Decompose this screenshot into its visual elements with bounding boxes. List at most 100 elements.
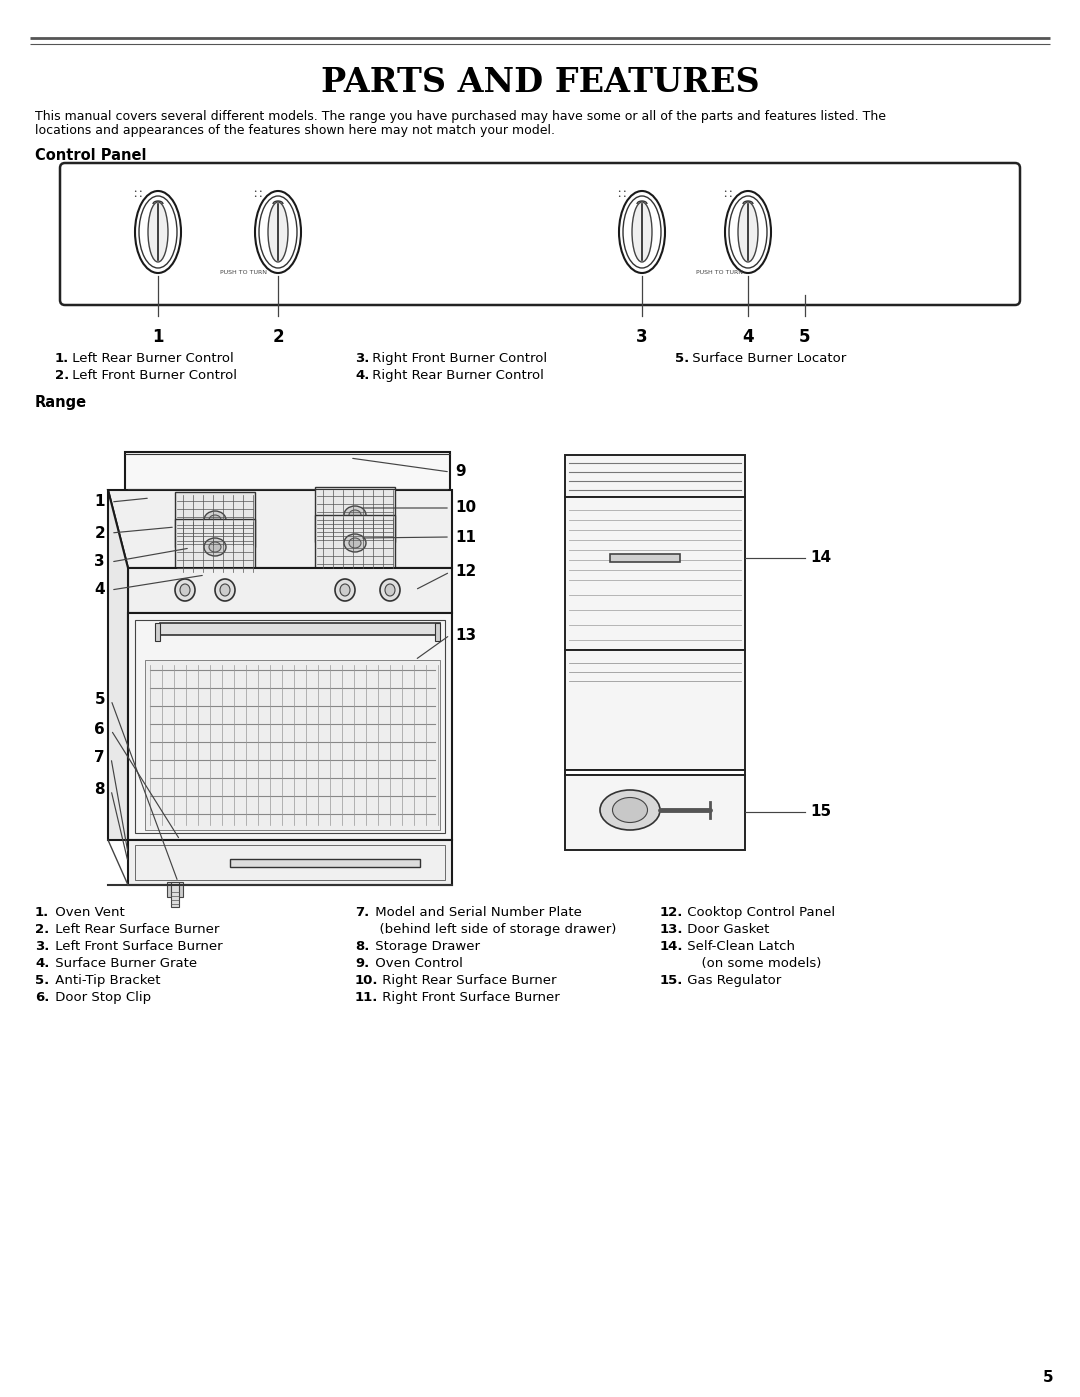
Text: (on some models): (on some models): [676, 957, 822, 970]
Ellipse shape: [148, 203, 168, 263]
Text: 4.: 4.: [355, 369, 369, 381]
Bar: [156, 623, 160, 641]
Text: 6: 6: [94, 722, 105, 738]
Bar: [175, 520, 255, 574]
Text: 8.: 8.: [355, 940, 369, 953]
Text: 5: 5: [1042, 1370, 1053, 1386]
Ellipse shape: [623, 196, 661, 268]
Bar: [230, 859, 420, 868]
Text: Surface Burner Grate: Surface Burner Grate: [51, 957, 198, 970]
Ellipse shape: [204, 538, 226, 556]
Bar: [565, 650, 745, 770]
Text: Left Front Burner Control: Left Front Burner Control: [68, 369, 238, 381]
Text: • •
• •: • • • •: [724, 189, 732, 200]
Text: 10: 10: [455, 500, 476, 515]
Ellipse shape: [384, 584, 395, 597]
Text: 3.: 3.: [35, 940, 50, 953]
Text: 5.: 5.: [35, 974, 50, 988]
Text: 2: 2: [94, 525, 105, 541]
Ellipse shape: [345, 534, 366, 552]
FancyBboxPatch shape: [60, 163, 1020, 305]
Ellipse shape: [204, 511, 226, 529]
Ellipse shape: [180, 584, 190, 597]
Ellipse shape: [725, 191, 771, 272]
Text: 4: 4: [94, 583, 105, 598]
Text: 14: 14: [810, 550, 832, 566]
Bar: [167, 882, 183, 897]
Ellipse shape: [175, 578, 195, 601]
Bar: [565, 455, 745, 497]
Text: Left Rear Burner Control: Left Rear Burner Control: [68, 352, 234, 365]
Text: (behind left side of storage drawer): (behind left side of storage drawer): [372, 923, 617, 936]
Polygon shape: [108, 490, 129, 840]
Polygon shape: [129, 840, 453, 886]
Text: Surface Burner Locator: Surface Burner Locator: [688, 352, 847, 365]
Text: locations and appearances of the features shown here may not match your model.: locations and appearances of the feature…: [35, 124, 555, 137]
Bar: [175, 492, 255, 548]
Ellipse shape: [335, 578, 355, 601]
Text: 13.: 13.: [660, 923, 684, 936]
Ellipse shape: [345, 506, 366, 524]
Text: 12: 12: [455, 564, 476, 580]
Text: Right Rear Burner Control: Right Rear Burner Control: [368, 369, 544, 381]
Text: 1.: 1.: [55, 352, 69, 365]
Text: 5: 5: [799, 328, 811, 346]
Text: This manual covers several different models. The range you have purchased may ha: This manual covers several different mod…: [35, 110, 886, 123]
Ellipse shape: [612, 798, 648, 823]
Ellipse shape: [632, 203, 652, 263]
Text: 1: 1: [95, 495, 105, 510]
Text: 4.: 4.: [35, 957, 50, 970]
Ellipse shape: [600, 789, 660, 830]
Polygon shape: [129, 613, 453, 840]
Text: 7: 7: [94, 750, 105, 766]
Text: PUSH TO TURN: PUSH TO TURN: [697, 270, 743, 275]
Bar: [160, 623, 440, 636]
Text: 13: 13: [455, 627, 476, 643]
Ellipse shape: [729, 196, 767, 268]
Bar: [610, 555, 680, 562]
Ellipse shape: [210, 515, 221, 525]
Ellipse shape: [139, 196, 177, 268]
Text: Oven Control: Oven Control: [372, 957, 463, 970]
Text: Gas Regulator: Gas Regulator: [683, 974, 781, 988]
Text: 12.: 12.: [660, 907, 684, 919]
Text: 4: 4: [742, 328, 754, 346]
Text: 3.: 3.: [355, 352, 369, 365]
Polygon shape: [108, 490, 453, 569]
Text: Anti-Tip Bracket: Anti-Tip Bracket: [51, 974, 161, 988]
Text: 9.: 9.: [355, 957, 369, 970]
Text: 5.: 5.: [675, 352, 689, 365]
Text: 14.: 14.: [660, 940, 684, 953]
Text: 5: 5: [94, 693, 105, 707]
Text: 6.: 6.: [35, 990, 50, 1004]
Bar: [565, 775, 745, 849]
Ellipse shape: [215, 578, 235, 601]
Polygon shape: [129, 569, 453, 613]
Text: Door Stop Clip: Door Stop Clip: [51, 990, 151, 1004]
Text: 2: 2: [272, 328, 284, 346]
Bar: [171, 882, 179, 907]
Ellipse shape: [738, 203, 758, 263]
Text: 7.: 7.: [355, 907, 369, 919]
Ellipse shape: [135, 191, 181, 272]
Text: Storage Drawer: Storage Drawer: [372, 940, 480, 953]
Text: Right Rear Surface Burner: Right Rear Surface Burner: [378, 974, 556, 988]
Text: 2.: 2.: [55, 369, 69, 381]
Text: PUSH TO TURN: PUSH TO TURN: [219, 270, 267, 275]
Text: • •
• •: • • • •: [254, 189, 262, 200]
Text: Oven Vent: Oven Vent: [51, 907, 125, 919]
Text: • •
• •: • • • •: [618, 189, 626, 200]
Bar: [565, 497, 745, 650]
Ellipse shape: [349, 510, 361, 520]
Ellipse shape: [255, 191, 301, 272]
Text: 9: 9: [455, 464, 465, 479]
Text: Right Front Burner Control: Right Front Burner Control: [368, 352, 548, 365]
Ellipse shape: [220, 584, 230, 597]
Ellipse shape: [349, 538, 361, 548]
Text: 11: 11: [455, 529, 476, 545]
Text: Right Front Surface Burner: Right Front Surface Burner: [378, 990, 559, 1004]
Text: Range: Range: [35, 395, 87, 409]
Text: Door Gasket: Door Gasket: [683, 923, 769, 936]
Text: PARTS AND FEATURES: PARTS AND FEATURES: [321, 66, 759, 99]
Text: 3: 3: [636, 328, 648, 346]
